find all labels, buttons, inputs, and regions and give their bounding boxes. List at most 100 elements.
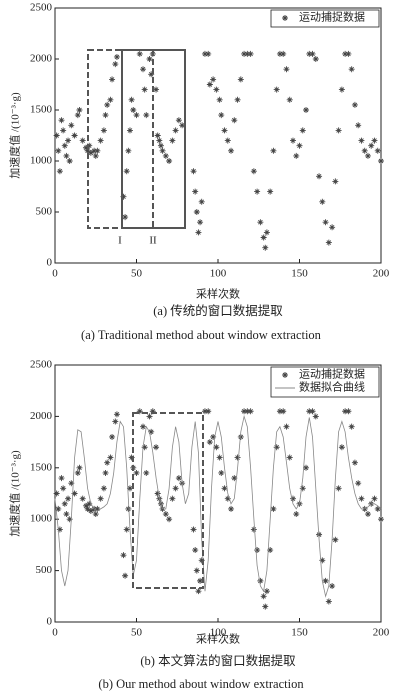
- data-point: [241, 50, 248, 57]
- fit-curve: [54, 414, 382, 598]
- window-box: [121, 49, 186, 229]
- data-point: [97, 137, 104, 144]
- data-point: [94, 147, 101, 154]
- chart: 0 500 1000 1500 2000 2500 0 50 100 150 200 采样次数 加速度值…: [8, 2, 390, 342]
- data-point: [309, 408, 316, 415]
- y-tick-label: 1000: [30, 155, 53, 167]
- data-point: [262, 244, 269, 251]
- data-point: [234, 96, 241, 103]
- data-point: [190, 526, 197, 533]
- data-point: [123, 526, 130, 533]
- x-tick-label: 200: [373, 268, 390, 280]
- data-point: [61, 500, 68, 507]
- data-point: [368, 142, 375, 149]
- window-box: [132, 412, 204, 589]
- data-point: [76, 464, 83, 471]
- data-point: [175, 475, 182, 482]
- data-point: [141, 86, 148, 93]
- data-point: [76, 107, 83, 113]
- caption-en: (b) Our method about window extraction: [98, 677, 304, 691]
- data-point: [338, 444, 345, 451]
- data-point: [169, 137, 176, 144]
- data-point: [254, 547, 261, 554]
- data-point: [172, 485, 179, 492]
- data-point: [84, 505, 91, 512]
- data-point: [66, 516, 73, 523]
- data-point: [148, 71, 155, 78]
- data-point: [335, 127, 342, 134]
- data-point: [84, 147, 91, 154]
- data-point: [319, 557, 326, 564]
- data-point: [306, 408, 313, 415]
- data-point: [175, 117, 182, 124]
- data-point: [133, 112, 140, 119]
- data-point: [63, 152, 70, 159]
- data-point: [74, 112, 81, 119]
- data-point: [112, 61, 119, 68]
- data-point: [355, 122, 362, 129]
- legend-label: 运动捕捉数据: [299, 367, 365, 381]
- data-point: [250, 168, 257, 175]
- data-point: [228, 505, 235, 512]
- data-point: [97, 495, 104, 502]
- data-point: [154, 132, 161, 139]
- data-point: [58, 475, 65, 482]
- data-point: [210, 76, 217, 83]
- data-point: [276, 50, 283, 57]
- data-point: [60, 127, 67, 134]
- data-point: [273, 86, 280, 93]
- data-point: [358, 137, 365, 144]
- data-point: [92, 511, 99, 518]
- data-point: [210, 433, 217, 440]
- data-point: [218, 469, 225, 476]
- data-point: [130, 107, 137, 113]
- data-point: [86, 500, 93, 507]
- annotation: II: [149, 235, 157, 247]
- data-point: [244, 408, 251, 415]
- x-tick-label: 50: [131, 268, 143, 280]
- annotation: I: [118, 235, 122, 247]
- data-point: [260, 593, 267, 600]
- data-point: [270, 505, 277, 512]
- data-point: [306, 50, 313, 57]
- data-point: [316, 173, 323, 180]
- y-tick-label: 500: [36, 206, 53, 218]
- data-point: [198, 557, 205, 564]
- data-point: [136, 50, 143, 57]
- data-point: [146, 413, 153, 420]
- data-point: [79, 137, 86, 144]
- data-point: [224, 495, 231, 502]
- data-point: [66, 158, 73, 164]
- data-point: [289, 495, 296, 502]
- data-point: [112, 418, 119, 425]
- data-point: [263, 229, 270, 236]
- data-point: [192, 188, 199, 195]
- data-point: [53, 132, 60, 139]
- data-point: [329, 224, 336, 231]
- data-point: [60, 485, 67, 492]
- x-tick-label: 100: [210, 627, 227, 639]
- data-point: [257, 219, 264, 226]
- data-point: [68, 122, 75, 129]
- caption: (b) 本文算法的窗口数据提取: [140, 653, 296, 668]
- data-point: [378, 158, 384, 164]
- data-point: [351, 101, 358, 108]
- data-point: [312, 413, 319, 420]
- data-point: [141, 444, 148, 451]
- data-point: [197, 577, 204, 584]
- data-point: [143, 112, 150, 119]
- data-point: [102, 112, 109, 119]
- data-point: [296, 142, 303, 149]
- data-point: [128, 454, 135, 461]
- data-point: [190, 168, 197, 175]
- data-point: [216, 454, 223, 461]
- data-point: [133, 469, 140, 476]
- y-tick-label: 2000: [30, 410, 53, 422]
- data-point: [228, 147, 235, 154]
- data-point: [140, 423, 147, 430]
- data-point: [358, 495, 365, 502]
- data-point: [61, 142, 68, 149]
- data-point: [102, 469, 109, 476]
- data-point: [79, 495, 86, 502]
- data-point: [153, 86, 160, 93]
